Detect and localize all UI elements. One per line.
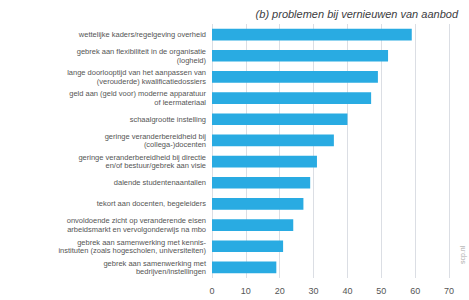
svg-text:(b) problemen bij vernieuwen v: (b) problemen bij vernieuwen van aanbod bbox=[256, 8, 459, 20]
svg-text:0: 0 bbox=[209, 286, 214, 296]
svg-text:40: 40 bbox=[342, 286, 352, 296]
svg-text:50: 50 bbox=[376, 286, 386, 296]
svg-text:gebrek aan samenwerking met ke: gebrek aan samenwerking met kennis- bbox=[77, 237, 206, 247]
svg-text:geld aan (geld voor) moderne a: geld aan (geld voor) moderne apparatuur bbox=[69, 89, 206, 99]
svg-text:of leermateriaal: of leermateriaal bbox=[154, 98, 206, 107]
svg-text:(collega-)docenten: (collega-)docenten bbox=[144, 140, 206, 149]
svg-text:wettelijke kaders/regelgeving: wettelijke kaders/regelgeving overheid bbox=[78, 30, 206, 39]
svg-text:60: 60 bbox=[410, 286, 420, 296]
svg-text:geringe veranderbereidheid bij: geringe veranderbereidheid bij directie bbox=[78, 152, 206, 162]
svg-text:lange doorlooptijd van het aan: lange doorlooptijd van het aanpassen van bbox=[67, 68, 206, 78]
svg-text:en/of bestuur/gebrek aan visie: en/of bestuur/gebrek aan visie bbox=[106, 161, 206, 170]
svg-text:30: 30 bbox=[309, 286, 319, 296]
svg-text:10: 10 bbox=[241, 286, 251, 296]
svg-text:gebrek aan flexibiliteit in de: gebrek aan flexibiliteit in de organisat… bbox=[76, 47, 206, 56]
svg-text:(logheid): (logheid) bbox=[177, 56, 207, 65]
svg-text:instituten (zoals hogescholen,: instituten (zoals hogescholen, universit… bbox=[58, 246, 206, 255]
svg-text:20: 20 bbox=[275, 286, 285, 296]
svg-text:gebrek aan samenwerking met: gebrek aan samenwerking met bbox=[103, 258, 206, 268]
svg-text:scp.nl: scp.nl bbox=[459, 245, 467, 264]
svg-text:(verouderde) kwalificatiedossi: (verouderde) kwalificatiedossiers bbox=[97, 77, 206, 86]
svg-text:onvoldoende zicht op verandere: onvoldoende zicht op veranderende eisen bbox=[66, 216, 206, 226]
svg-text:tekort aan docenten, begeleide: tekort aan docenten, begeleiders bbox=[97, 199, 206, 208]
svg-text:70: 70 bbox=[444, 286, 454, 296]
svg-text:dalende studentenaantallen: dalende studentenaantallen bbox=[114, 178, 206, 187]
svg-text:geringe veranderbereidheid bij: geringe veranderbereidheid bij bbox=[104, 131, 206, 141]
svg-text:bedrijven/instellingen: bedrijven/instellingen bbox=[136, 267, 206, 276]
svg-text:schaalgrootte instelling: schaalgrootte instelling bbox=[130, 115, 206, 124]
svg-text:arbeidsmarkt en vervolgonderwi: arbeidsmarkt en vervolgonderwijs na mbo bbox=[67, 225, 206, 234]
